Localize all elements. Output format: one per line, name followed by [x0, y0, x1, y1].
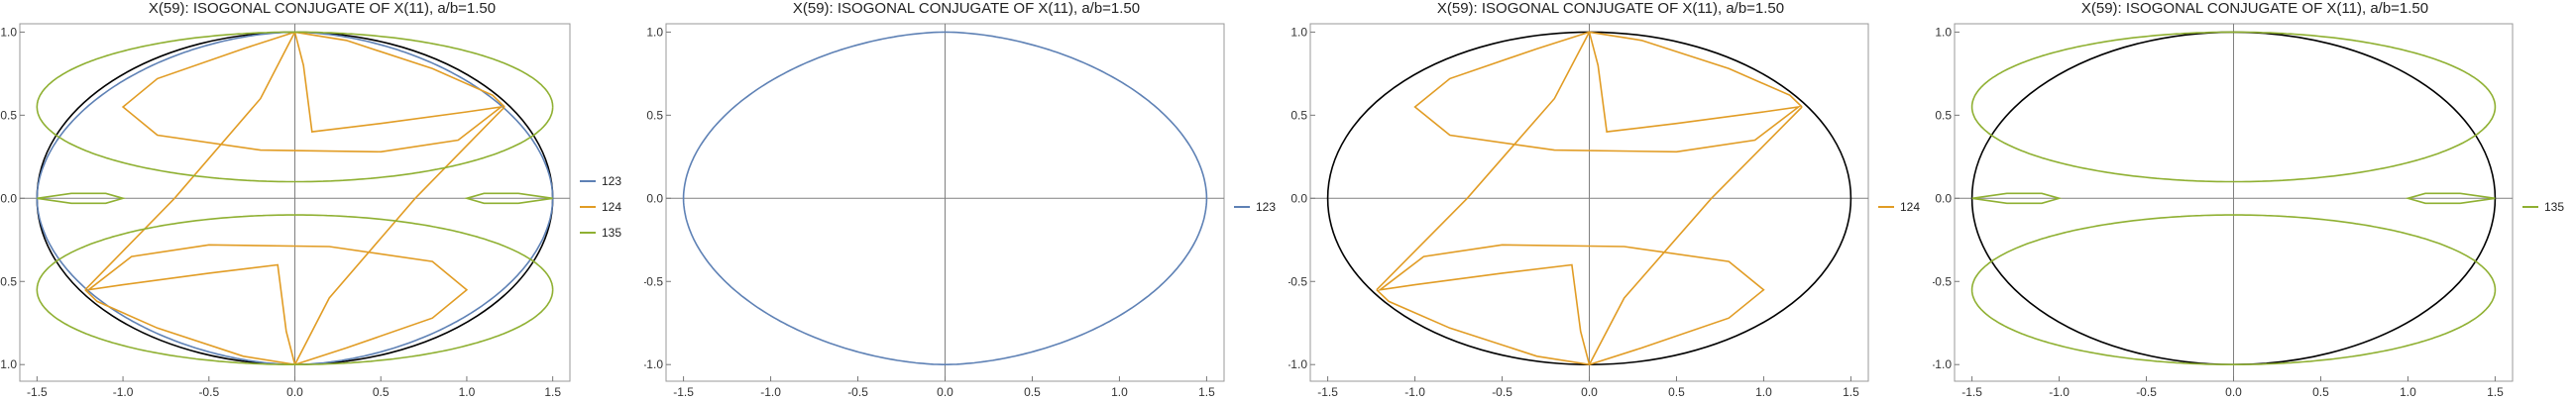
legend-label-135: 135	[602, 226, 622, 240]
legend-item-123: 123	[580, 168, 621, 194]
x-tick-label: -0.5	[847, 385, 868, 399]
y-tick-label: -1.0	[1288, 357, 1307, 371]
chart-svg-3: -1.5 -1.0 -0.5 0.0 0.5 1.0 1.5 -1.0 -0.5 0.0 0.5 1.…	[1288, 23, 1869, 399]
legend-label-123: 123	[602, 174, 622, 188]
x-tick-label: 0.0	[286, 385, 303, 399]
y-tick-label: 0.5	[646, 108, 663, 122]
legend-item-124: 124	[1878, 194, 1920, 220]
x-tick-label: -0.5	[1492, 385, 1512, 399]
series-135-line	[1970, 214, 2497, 365]
legend-item-135: 135	[580, 220, 621, 246]
y-tick-label: -0.5	[1288, 274, 1307, 288]
x-tick-label: 0.0	[1581, 385, 1598, 399]
series-124-line	[121, 31, 505, 153]
chart-title-3: X(59): ISOGONAL CONJUGATE OF X(11), a/b=…	[1436, 0, 1785, 17]
chart-title-1: X(59): ISOGONAL CONJUGATE OF X(11), a/b=…	[148, 0, 497, 17]
x-tick-label: 0.0	[2225, 385, 2242, 399]
series-124-line	[84, 32, 296, 291]
x-tick-label: 0.5	[373, 385, 390, 399]
legend-swatch-135	[580, 232, 596, 234]
y-tick-label: -0.5	[1933, 274, 1952, 288]
series-124-line	[1413, 31, 1803, 153]
legend-item-135: 135	[2522, 194, 2564, 220]
legend-label-124: 124	[602, 200, 622, 214]
chart-title-2: X(59): ISOGONAL CONJUGATE OF X(11), a/b=…	[792, 0, 1141, 17]
x-tick-label: 0.5	[1668, 385, 1685, 399]
x-tick-label: -1.5	[1961, 385, 1982, 399]
legend-3: 124	[1878, 194, 1920, 220]
series-124-line	[1588, 106, 1803, 365]
chart-title-4: X(59): ISOGONAL CONJUGATE OF X(11), a/b=…	[2080, 0, 2429, 17]
legend-item-123: 123	[1234, 194, 1276, 220]
y-tick-label: -0.5	[0, 274, 17, 288]
x-tick-label: 0.5	[1024, 385, 1041, 399]
legend-swatch-135	[2522, 206, 2538, 208]
y-tick-label: -1.0	[644, 357, 663, 371]
series-123-line	[682, 31, 1208, 365]
x-tick-label: 1.0	[459, 385, 476, 399]
series-135-line	[464, 192, 553, 205]
series-124-line	[84, 244, 469, 366]
legend-2: 123	[1234, 194, 1276, 220]
y-tick-label: 0.0	[646, 191, 663, 205]
y-tick-label: 1.0	[1935, 25, 1952, 39]
x-tick-label: -1.0	[1404, 385, 1425, 399]
legend-item-124: 124	[580, 194, 621, 220]
y-tick-label: -1.0	[1933, 357, 1952, 371]
y-tick-label: 0.0	[0, 191, 17, 205]
x-tick-label: 0.5	[2312, 385, 2329, 399]
legend-swatch-123	[580, 180, 596, 182]
x-tick-label: -1.0	[113, 385, 134, 399]
x-tick-label: -0.5	[198, 385, 219, 399]
x-tick-label: 1.0	[2400, 385, 2416, 399]
x-tick-label: -1.0	[760, 385, 781, 399]
chart-svg-1: -1.5 -1.0 -0.5 0.0 0.5 1.0 1.5 -1.0 -0.5 0.0 0.5 1.…	[0, 23, 571, 399]
x-tick-label: -1.5	[673, 385, 694, 399]
y-tick-label: 0.0	[1290, 191, 1307, 205]
y-tick-label: 0.0	[1935, 191, 1952, 205]
legend-label-124: 124	[1900, 200, 1921, 214]
y-tick-label: 1.0	[0, 25, 17, 39]
y-tick-label: 1.0	[1290, 25, 1307, 39]
x-tick-label: 1.0	[1755, 385, 1772, 399]
y-tick-label: 0.5	[1290, 108, 1307, 122]
y-tick-label: 0.5	[1935, 108, 1952, 122]
chart-svg-4: -1.5 -1.0 -0.5 0.0 0.5 1.0 1.5 -1.0 -0.5 0.0 0.5 1.…	[1933, 23, 2514, 399]
chart-panel-3: -1.5 -1.0 -0.5 0.0 0.5 1.0 1.5 -1.0 -0.5 0.0 0.5 1.…	[1288, 0, 1933, 402]
series-135-line	[37, 192, 126, 205]
legend-swatch-123	[1234, 206, 1250, 208]
x-tick-label: 0.0	[937, 385, 953, 399]
legend-label-135: 135	[2544, 200, 2565, 214]
x-tick-label: 1.5	[1843, 385, 1859, 399]
chart-panel-1: -1.5 -1.0 -0.5 0.0 0.5 1.0 1.5 -1.0 -0.5 0.0 0.5 1.…	[0, 0, 644, 402]
x-tick-label: -1.5	[1317, 385, 1338, 399]
legend-1: 123 124 135	[580, 168, 621, 246]
legend-swatch-124	[1878, 206, 1894, 208]
y-tick-label: -1.0	[0, 357, 17, 371]
series-124-line	[1376, 32, 1591, 291]
legend-4: 135	[2522, 194, 2564, 220]
chart-svg-2: -1.5 -1.0 -0.5 0.0 0.5 1.0 1.5 -1.0 -0.5 0.0 0.5 1.…	[644, 23, 1225, 399]
x-tick-label: 1.5	[544, 385, 561, 399]
y-tick-label: -0.5	[644, 274, 663, 288]
x-tick-label: 1.5	[1198, 385, 1215, 399]
series-135-line	[36, 31, 554, 183]
series-135-line	[36, 214, 554, 365]
series-124-line	[293, 106, 505, 365]
legend-swatch-124	[580, 206, 596, 208]
y-tick-label: 0.5	[0, 108, 17, 122]
x-tick-label: -0.5	[2136, 385, 2157, 399]
chart-panel-2: -1.5 -1.0 -0.5 0.0 0.5 1.0 1.5 -1.0 -0.5 0.0 0.5 1.…	[644, 0, 1288, 402]
series-135-line	[2405, 192, 2496, 205]
x-tick-label: -1.0	[2049, 385, 2070, 399]
x-tick-label: 1.0	[1111, 385, 1128, 399]
x-tick-label: -1.5	[27, 385, 48, 399]
chart-panel-4: -1.5 -1.0 -0.5 0.0 0.5 1.0 1.5 -1.0 -0.5 0.0 0.5 1.…	[1933, 0, 2576, 402]
legend-label-123: 123	[1256, 200, 1277, 214]
series-124-line	[1376, 244, 1765, 366]
y-tick-label: 1.0	[646, 25, 663, 39]
x-tick-label: 1.5	[2487, 385, 2504, 399]
series-135-line	[1970, 31, 2497, 183]
series-135-line	[1971, 192, 2063, 205]
